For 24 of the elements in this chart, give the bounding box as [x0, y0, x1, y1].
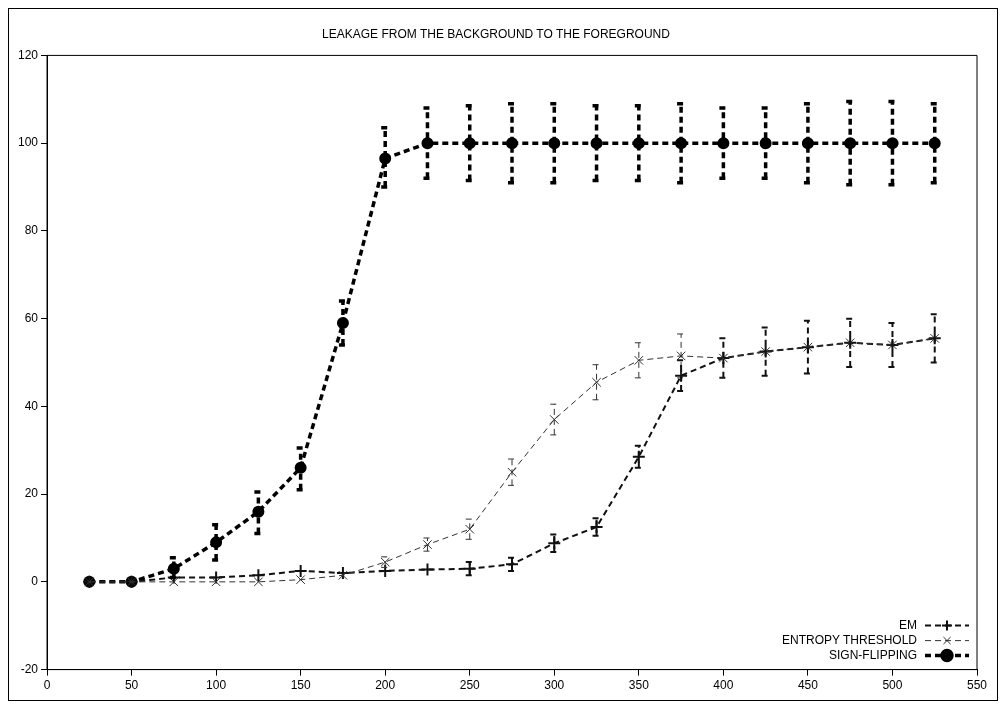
legend-label: EM	[899, 617, 917, 632]
x-tick-label: 300	[544, 678, 565, 693]
x-tick-label: 450	[797, 678, 819, 693]
x-tick-label: 100	[206, 678, 227, 693]
x-tick-label: 200	[375, 678, 396, 693]
x-tick-label: 500	[882, 678, 903, 693]
legend-label: ENTROPY THRESHOLD	[782, 632, 918, 647]
x-tick-label: 400	[713, 678, 734, 693]
x-tick-label: 0	[43, 678, 51, 693]
x-tick-label: 550	[966, 678, 988, 693]
y-tick-label: 100	[17, 135, 39, 150]
y-tick-label: 40	[24, 398, 39, 413]
x-tick-label: 250	[459, 678, 481, 693]
x-tick-label: 50	[124, 678, 139, 693]
y-tick-label: 20	[24, 486, 39, 501]
x-tick-label: 350	[628, 678, 650, 693]
y-tick-label: 80	[24, 223, 39, 238]
y-tick-label: 0	[31, 574, 39, 589]
y-tick-label: -20	[20, 661, 39, 676]
chart-title: LEAKAGE FROM THE BACKGROUND TO THE FOREGROUND	[322, 26, 671, 41]
y-tick-label: 120	[17, 47, 39, 62]
x-tick-label: 150	[290, 678, 311, 693]
legend-label: SIGN-FLIPPING	[828, 647, 917, 662]
y-tick-label: 60	[24, 310, 39, 325]
